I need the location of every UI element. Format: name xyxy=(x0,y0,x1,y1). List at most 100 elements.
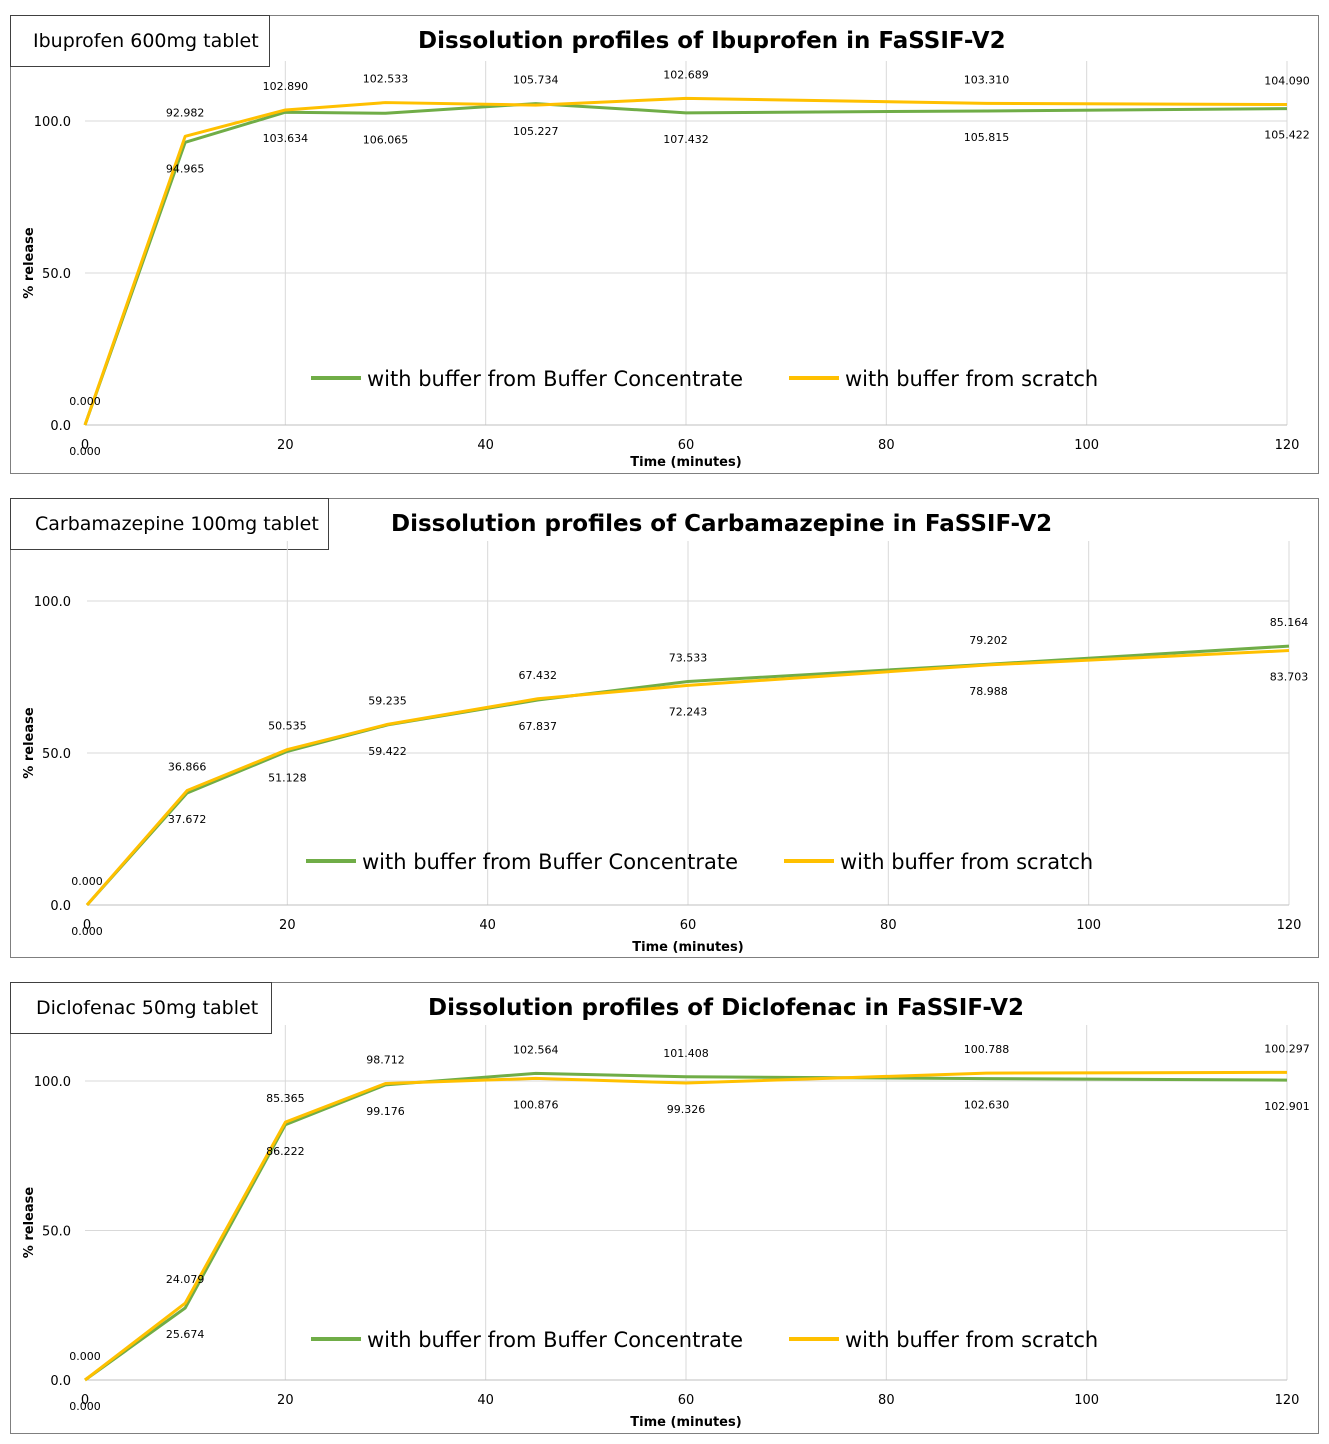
data-label: 83.703 xyxy=(1270,671,1309,684)
y-axis-title: % release xyxy=(22,227,37,299)
data-label: 73.533 xyxy=(669,651,708,664)
diclofenac-chart: 0 20 40 60 80 100 120 0.0 50.0 100.0 Time (minutes… xyxy=(22,1025,1310,1430)
x-tick-label: 0 xyxy=(81,1393,89,1408)
carbamazepine-chart-panel: Carbamazepine 100mg tablet Dissolution p… xyxy=(10,498,1319,958)
x-tick-label: 60 xyxy=(678,1393,695,1408)
x-tick-label: 80 xyxy=(878,438,895,453)
series-line-1 xyxy=(84,1071,1288,1382)
x-tick-label: 20 xyxy=(277,438,294,453)
diclofenac-chart-title: Dissolution profiles of Diclofenac in Fa… xyxy=(428,995,1025,1021)
series-line-2 xyxy=(84,1070,1288,1382)
x-axis-title: Time (minutes) xyxy=(630,455,741,470)
data-label: 50.535 xyxy=(268,720,307,733)
data-label: 0.000 xyxy=(71,875,103,888)
data-label: 103.634 xyxy=(263,132,309,145)
data-label: 51.128 xyxy=(268,771,307,784)
carbamazepine-chart-title: Dissolution profiles of Carbamazepine in… xyxy=(391,511,1053,537)
y-tick-label: 100.0 xyxy=(34,115,71,130)
data-label: 72.243 xyxy=(669,705,708,718)
data-label: 79.202 xyxy=(969,634,1008,647)
x-tick-label: 120 xyxy=(1275,1393,1300,1408)
data-label: 105.815 xyxy=(964,131,1010,144)
data-label: 59.422 xyxy=(368,745,407,758)
x-tick-label: 20 xyxy=(277,1393,294,1408)
y-tick-label: 50.0 xyxy=(42,1225,71,1240)
x-tick-label: 120 xyxy=(1275,438,1300,453)
legend-label-2: with buffer from scratch xyxy=(845,367,1098,391)
y-tick-label: 0.0 xyxy=(50,1374,71,1389)
ibuprofen-tag: Ibuprofen 600mg tablet xyxy=(10,15,270,67)
data-label: 106.065 xyxy=(363,133,409,146)
ibuprofen-chart-panel: Ibuprofen 600mg tablet Dissolution profi… xyxy=(10,15,1319,474)
y-axis-title: % release xyxy=(22,707,37,779)
x-tick-label: 40 xyxy=(479,918,496,933)
data-label: 0.000 xyxy=(69,1350,101,1363)
data-label: 0.000 xyxy=(71,925,103,938)
data-label: 37.672 xyxy=(168,813,207,826)
legend-label-1: with buffer from Buffer Concentrate xyxy=(367,367,743,391)
data-label: 92.982 xyxy=(166,106,205,119)
data-label: 101.408 xyxy=(663,1047,709,1060)
legend-label-2: with buffer from scratch xyxy=(845,1328,1098,1352)
legend-label-1: with buffer from Buffer Concentrate xyxy=(367,1328,743,1352)
data-label: 102.533 xyxy=(363,73,409,86)
data-label: 100.297 xyxy=(1264,1042,1310,1055)
data-label: 100.788 xyxy=(964,1043,1010,1056)
x-tick-label: 60 xyxy=(680,918,697,933)
series-line-2 xyxy=(85,649,1290,906)
data-label: 100.876 xyxy=(513,1098,559,1111)
x-tick-label: 40 xyxy=(477,438,494,453)
legend-label-2: with buffer from scratch xyxy=(840,850,1093,874)
y-tick-label: 0.0 xyxy=(50,419,71,434)
y-tick-label: 50.0 xyxy=(42,267,71,282)
x-tick-label: 80 xyxy=(880,918,897,933)
data-label: 105.422 xyxy=(1264,129,1310,142)
data-label: 59.235 xyxy=(368,694,407,707)
data-label: 67.837 xyxy=(519,720,558,733)
y-tick-label: 50.0 xyxy=(42,747,71,762)
data-label: 103.310 xyxy=(964,73,1010,86)
data-label: 94.965 xyxy=(166,162,205,175)
carbamazepine-chart: 0 20 40 60 80 100 120 0.0 50.0 100.0 Time (minutes… xyxy=(22,541,1309,955)
ibuprofen-chart-title: Dissolution profiles of Ibuprofen in FaS… xyxy=(418,28,1006,54)
x-tick-label: 100 xyxy=(1074,438,1099,453)
diclofenac-chart-panel: Diclofenac 50mg tablet Dissolution profi… xyxy=(10,982,1319,1434)
data-label: 0.000 xyxy=(69,445,101,458)
y-tick-label: 100.0 xyxy=(34,1075,71,1090)
x-tick-label: 100 xyxy=(1076,918,1101,933)
data-label: 104.090 xyxy=(1264,75,1310,88)
data-label: 105.227 xyxy=(513,125,559,138)
y-axis-title: % release xyxy=(22,1187,37,1259)
y-tick-label: 100.0 xyxy=(34,595,71,610)
x-tick-label: 20 xyxy=(279,918,296,933)
data-label: 99.176 xyxy=(366,1105,405,1118)
data-label: 25.674 xyxy=(166,1328,205,1341)
y-tick-label: 0.0 xyxy=(50,899,71,914)
legend-label-1: with buffer from Buffer Concentrate xyxy=(362,850,738,874)
x-tick-label: 40 xyxy=(477,1393,494,1408)
data-label: 67.432 xyxy=(519,669,558,682)
data-label: 85.365 xyxy=(266,1092,305,1105)
data-label: 102.689 xyxy=(663,68,709,81)
data-label: 86.222 xyxy=(266,1145,305,1158)
data-label: 102.564 xyxy=(513,1043,559,1056)
data-label: 0.000 xyxy=(69,1400,101,1413)
x-tick-label: 60 xyxy=(678,438,695,453)
data-label: 0.000 xyxy=(69,395,101,408)
ibuprofen-chart: 0 20 40 60 80 100 120 0.0 50.0 100.0 Time (minutes… xyxy=(22,61,1310,470)
data-label: 85.164 xyxy=(1270,616,1309,629)
series-line-2 xyxy=(83,96,1288,426)
data-label: 102.901 xyxy=(1264,1100,1310,1113)
data-label: 105.734 xyxy=(513,74,559,87)
x-tick-label: 0 xyxy=(83,918,91,933)
data-label: 102.630 xyxy=(964,1099,1010,1112)
data-label: 107.432 xyxy=(663,133,709,146)
data-label: 98.712 xyxy=(366,1053,405,1066)
x-tick-label: 100 xyxy=(1074,1393,1099,1408)
x-axis-title: Time (minutes) xyxy=(632,940,743,955)
x-tick-label: 120 xyxy=(1277,918,1302,933)
data-label: 78.988 xyxy=(969,685,1008,698)
x-axis-title: Time (minutes) xyxy=(630,1415,741,1430)
data-label: 102.890 xyxy=(263,80,309,93)
diclofenac-tag: Diclofenac 50mg tablet xyxy=(10,982,272,1034)
